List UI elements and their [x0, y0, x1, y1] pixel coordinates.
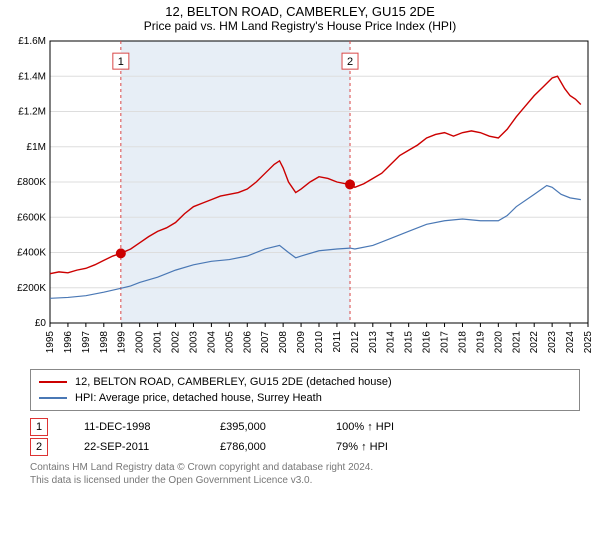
- legend-swatch: [39, 397, 67, 399]
- svg-text:1998: 1998: [99, 331, 110, 354]
- svg-text:2015: 2015: [404, 331, 415, 354]
- sale-pct: 100% ↑ HPI: [336, 421, 394, 433]
- svg-text:2023: 2023: [547, 331, 558, 354]
- svg-text:2021: 2021: [511, 331, 522, 354]
- chart-title: 12, BELTON ROAD, CAMBERLEY, GU15 2DE: [0, 0, 600, 19]
- svg-text:2000: 2000: [135, 331, 146, 354]
- sales-table: 1 11-DEC-1998 £395,000 100% ↑ HPI 2 22-S…: [30, 417, 580, 457]
- svg-text:2012: 2012: [350, 331, 361, 354]
- legend-item: 12, BELTON ROAD, CAMBERLEY, GU15 2DE (de…: [39, 374, 571, 390]
- sale-marker-box: 1: [30, 418, 48, 436]
- sale-pct: 79% ↑ HPI: [336, 441, 388, 453]
- svg-text:2005: 2005: [224, 331, 235, 354]
- svg-text:2025: 2025: [583, 331, 594, 354]
- legend-label: 12, BELTON ROAD, CAMBERLEY, GU15 2DE (de…: [75, 376, 392, 388]
- svg-text:2018: 2018: [457, 331, 468, 354]
- svg-text:£600K: £600K: [17, 212, 46, 223]
- svg-text:1995: 1995: [45, 331, 56, 354]
- svg-text:£1M: £1M: [27, 142, 46, 153]
- sale-date: 22-SEP-2011: [84, 441, 184, 453]
- svg-text:1999: 1999: [117, 331, 128, 354]
- price-chart: £0 £200K £400K £600K £800K £1M £1.2M £1.4M £1.6M…: [0, 35, 600, 365]
- svg-text:£1.4M: £1.4M: [18, 71, 46, 82]
- svg-text:£1.2M: £1.2M: [18, 107, 46, 118]
- sale-row: 1 11-DEC-1998 £395,000 100% ↑ HPI: [30, 417, 580, 437]
- legend-item: HPI: Average price, detached house, Surr…: [39, 390, 571, 406]
- footer-line: Contains HM Land Registry data © Crown c…: [30, 461, 580, 474]
- sale-date: 11-DEC-1998: [84, 421, 184, 433]
- sale-row: 2 22-SEP-2011 £786,000 79% ↑ HPI: [30, 437, 580, 457]
- footer-text: Contains HM Land Registry data © Crown c…: [30, 461, 580, 487]
- chart-subtitle: Price paid vs. HM Land Registry's House …: [0, 19, 600, 35]
- footer-line: This data is licensed under the Open Gov…: [30, 474, 580, 487]
- svg-text:2011: 2011: [332, 331, 343, 353]
- sale-marker-box: 2: [30, 438, 48, 456]
- svg-text:2013: 2013: [368, 331, 379, 354]
- svg-text:2019: 2019: [475, 331, 486, 354]
- svg-text:2003: 2003: [188, 331, 199, 354]
- svg-text:2001: 2001: [153, 331, 164, 354]
- svg-text:2022: 2022: [529, 331, 540, 354]
- legend-box: 12, BELTON ROAD, CAMBERLEY, GU15 2DE (de…: [30, 369, 580, 411]
- svg-text:2020: 2020: [493, 331, 504, 354]
- svg-text:2006: 2006: [242, 331, 253, 354]
- svg-text:2014: 2014: [386, 331, 397, 354]
- svg-text:2004: 2004: [206, 331, 217, 354]
- svg-text:2024: 2024: [565, 331, 576, 354]
- svg-text:2007: 2007: [260, 331, 271, 354]
- svg-text:2016: 2016: [422, 331, 433, 354]
- svg-text:2: 2: [347, 56, 353, 68]
- svg-text:£400K: £400K: [17, 248, 46, 259]
- svg-text:2010: 2010: [314, 331, 325, 354]
- svg-text:2009: 2009: [296, 331, 307, 354]
- svg-text:£1.6M: £1.6M: [18, 36, 46, 47]
- svg-text:1: 1: [118, 56, 124, 68]
- svg-text:2017: 2017: [440, 331, 451, 354]
- svg-text:£800K: £800K: [17, 177, 46, 188]
- svg-text:£200K: £200K: [17, 283, 46, 294]
- legend-label: HPI: Average price, detached house, Surr…: [75, 392, 322, 404]
- svg-text:2008: 2008: [278, 331, 289, 354]
- svg-text:1996: 1996: [63, 331, 74, 354]
- svg-text:£0: £0: [35, 318, 47, 329]
- sale-price: £395,000: [220, 421, 300, 433]
- svg-text:2002: 2002: [171, 331, 182, 354]
- sale-price: £786,000: [220, 441, 300, 453]
- svg-text:1997: 1997: [81, 331, 92, 354]
- legend-swatch: [39, 381, 67, 383]
